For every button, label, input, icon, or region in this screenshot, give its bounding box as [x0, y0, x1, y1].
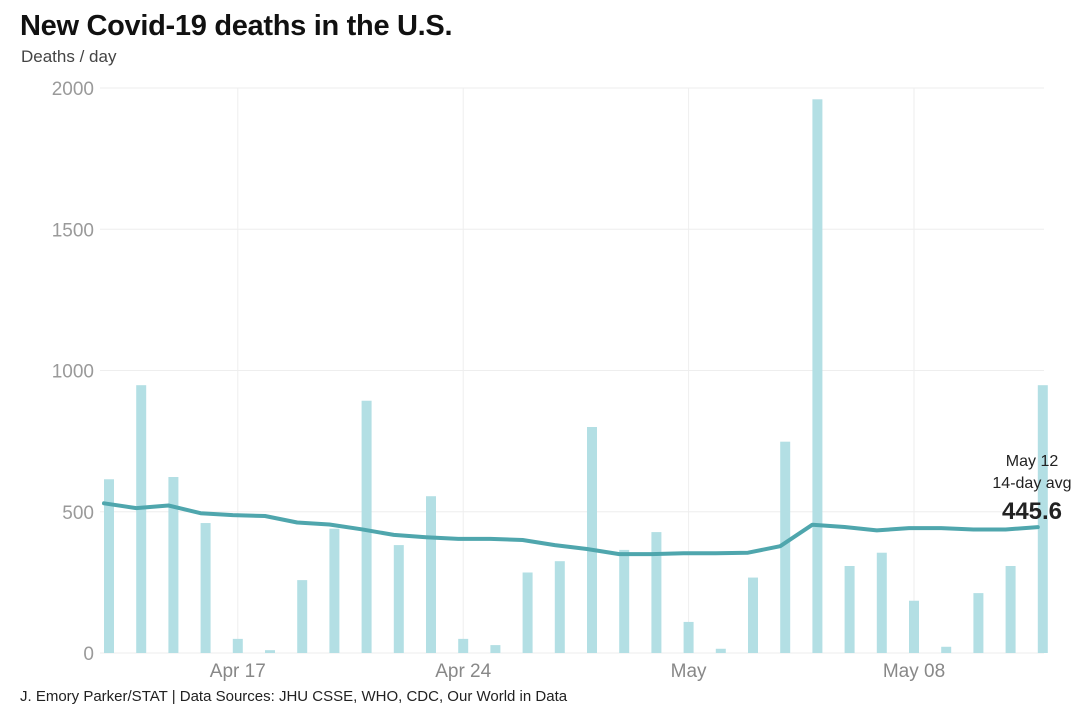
y-axis: 0 500 1000 1500 2000: [52, 79, 94, 665]
y-tick-label: 1000: [52, 362, 94, 383]
y-tick-label: 2000: [52, 79, 94, 100]
bar: [1037, 385, 1048, 653]
bar: [393, 545, 404, 653]
bar: [136, 385, 147, 653]
bar: [458, 638, 469, 653]
avg-line: [102, 501, 1040, 557]
x-tick-label: May 08: [883, 661, 945, 682]
bar: [715, 648, 726, 653]
bar: [844, 565, 855, 653]
bar: [232, 638, 243, 653]
bar: [973, 593, 984, 653]
bar: [361, 400, 372, 653]
bar: [329, 528, 340, 653]
chart-subtitle: Deaths / day: [21, 47, 117, 66]
x-tick-label: Apr 24: [435, 661, 491, 682]
bar: [1005, 565, 1016, 653]
bar: [812, 99, 823, 654]
bar: [876, 552, 887, 653]
bar: [490, 645, 501, 653]
bar: [297, 580, 308, 653]
bar: [748, 577, 758, 653]
avg-line-group: [102, 501, 1040, 557]
annotation-date: May 12: [1006, 453, 1059, 470]
bar: [683, 621, 694, 653]
bar: [554, 561, 565, 653]
bar: [651, 532, 662, 653]
bars: [104, 99, 1048, 654]
grid: [100, 87, 1044, 654]
bar: [587, 427, 597, 653]
bar: [780, 441, 791, 653]
chart-title: New Covid-19 deaths in the U.S.: [20, 10, 453, 42]
bar: [522, 572, 533, 653]
y-tick-label: 0: [83, 644, 94, 665]
annotation-label: 14-day avg: [992, 475, 1071, 492]
y-tick-label: 500: [62, 503, 94, 524]
annotation: May 12 14-day avg 445.6: [992, 453, 1071, 525]
bar: [909, 600, 919, 653]
bar: [941, 646, 952, 653]
bar: [265, 650, 275, 653]
bar: [104, 479, 114, 653]
bar: [426, 496, 436, 653]
source-credit: J. Emory Parker/STAT | Data Sources: JHU…: [20, 688, 568, 705]
annotation-value: 445.6: [1002, 498, 1062, 525]
y-tick-label: 1500: [52, 220, 94, 241]
bar: [619, 549, 630, 653]
x-axis: Apr 17 Apr 24 May May 08: [210, 661, 945, 682]
x-tick-label: Apr 17: [210, 661, 266, 682]
x-tick-label: May: [671, 661, 707, 682]
bar: [200, 523, 211, 653]
bar: [168, 477, 179, 653]
